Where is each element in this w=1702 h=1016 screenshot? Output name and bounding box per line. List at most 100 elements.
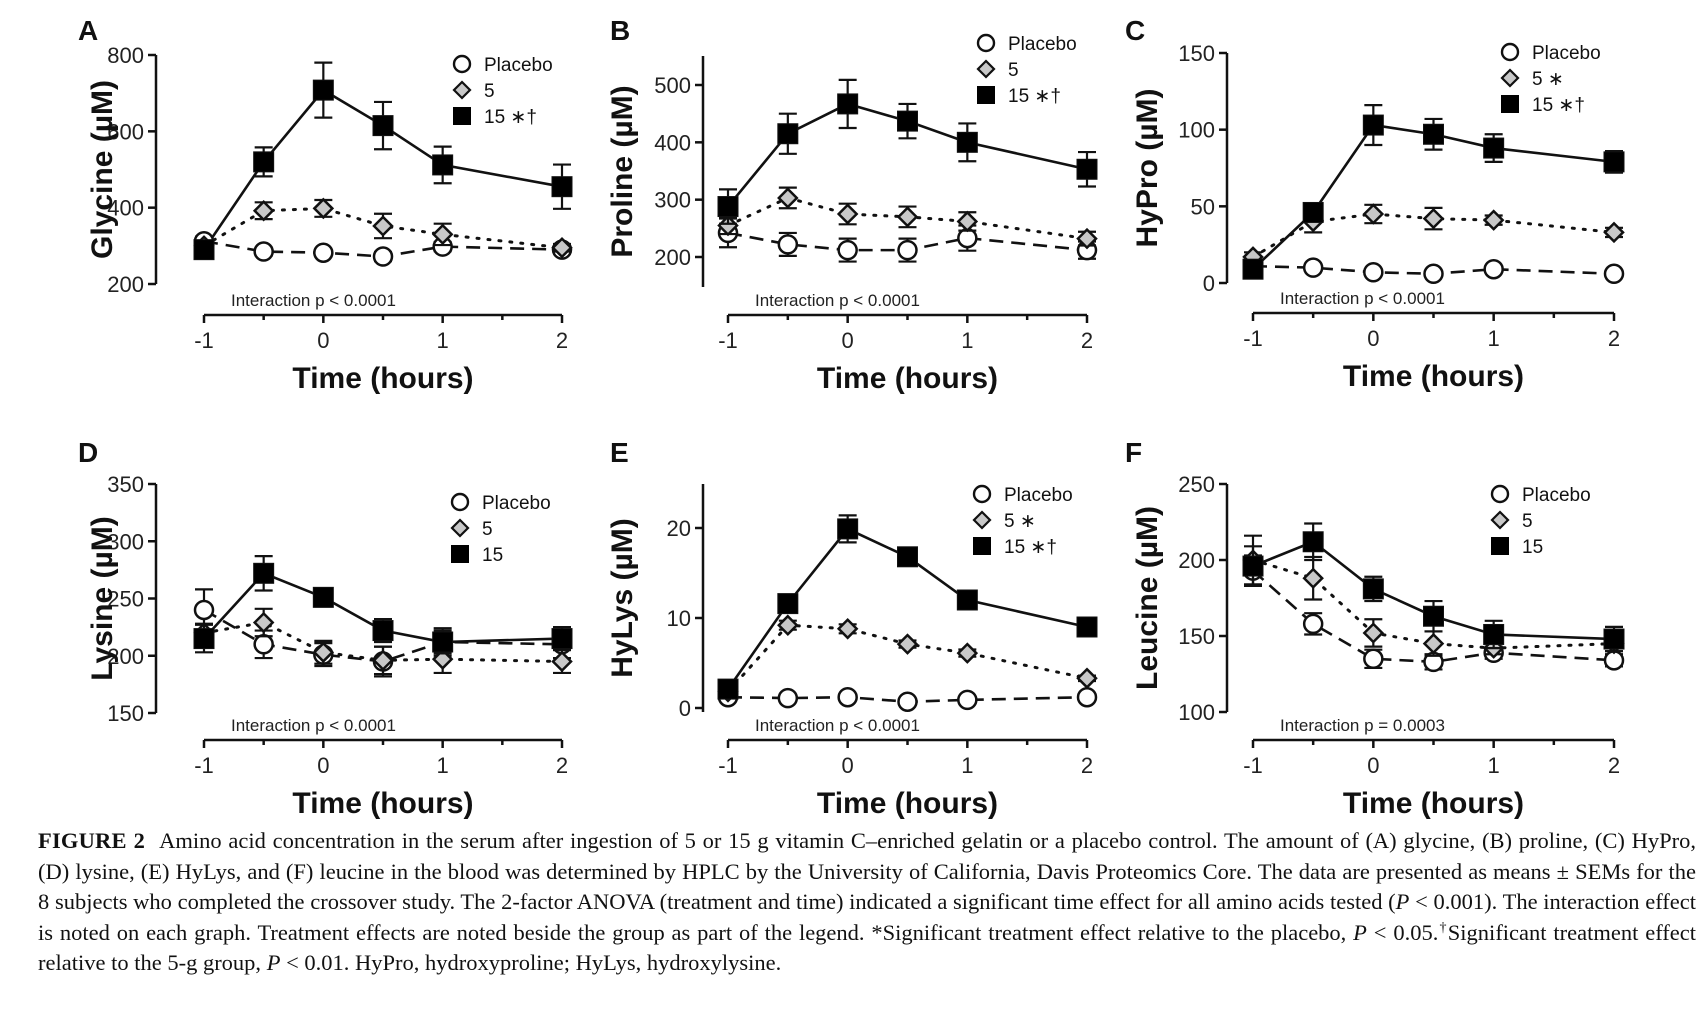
x-axis-label: Time (hours) [292,787,473,820]
series-markers-5 [1242,534,1625,659]
data-point [1363,262,1384,283]
data-point [1423,605,1444,627]
legend-label: Placebo [1008,34,1077,55]
panel-b: B 200 300 400 500 Proline (µM) -1 0 1 2 Time (hour… [606,15,1098,395]
series-15 [203,571,563,644]
series-line [203,571,563,644]
data-point [1482,209,1505,231]
legend-label: 15 ∗† [484,107,537,128]
data-point [837,518,859,540]
series-line [726,102,1088,208]
legend-label: Placebo [1532,43,1601,64]
x-axis-label: Time (hours) [817,362,998,395]
data-point [1302,531,1324,553]
y-tick-label: 150 [107,701,144,726]
data-point [431,648,454,670]
y-axis-label: HyPro (µM) [1131,89,1164,248]
panel-c: C 0 50 100 150 HyPro (µM) -1 0 1 2 Time (hours) Int… [1125,15,1625,393]
data-point [1603,151,1625,173]
y-tick-label: 20 [667,516,691,541]
series-markers-5 [717,614,1098,703]
y-tick-label: 350 [107,472,144,497]
legend-marker-15 [977,86,995,104]
data-point [777,593,799,615]
caption-dagger: † [1438,920,1448,935]
data-point [312,79,334,101]
legend: Placebo 5 15 [1490,484,1591,558]
data-point [1076,158,1098,180]
y-tick-label: 100 [1178,118,1215,143]
legend-marker-15 [1501,95,1519,113]
legend-marker-5 [452,80,472,100]
data-point [1076,616,1098,638]
series-placebo [1252,569,1615,664]
panel-letter: C [1125,15,1145,46]
data-point [551,176,573,198]
series-markers-15 [193,61,573,261]
series-5 [202,206,564,250]
caption-text-3: < 0.05. [1366,919,1439,945]
legend-label: 5 [1522,511,1533,532]
legend-label: 15 [1522,537,1543,558]
caption-p-1: P [1395,889,1410,914]
interaction-annotation: Interaction p < 0.0001 [231,716,396,735]
y-tick-label: 200 [654,245,691,270]
x-tick-label: 1 [437,328,449,353]
x-tick-label: 0 [1367,326,1379,351]
y-tick-label: 300 [107,529,144,554]
series-line [1251,558,1616,650]
figure-caption: FIGURE 2 Amino acid concentration in the … [38,826,1696,979]
data-point [551,628,573,650]
data-point [897,546,918,568]
data-point [253,634,274,655]
data-point [956,131,978,153]
data-point [312,197,335,220]
data-point [777,614,799,636]
data-point [193,628,215,650]
x-tick-label: 2 [556,328,568,353]
x-tick-label: 1 [961,328,973,353]
data-point [897,239,918,261]
legend: Placebo 5 15 ∗† [976,33,1077,107]
caption-p-2: P [1353,919,1367,945]
data-point [432,154,454,176]
data-point [1362,578,1384,600]
data-point [837,239,858,261]
x-tick-label: 0 [317,753,329,778]
series-15 [726,102,1088,208]
data-point [717,214,739,237]
data-point [193,239,215,261]
series-markers-15 [193,555,573,655]
data-point [956,210,979,233]
data-point [372,246,394,267]
y-axis-label: Glycine (µM) [86,80,119,259]
caption-text-4: Significant treatment effect relative to… [38,919,1696,976]
y-tick-label: 10 [667,606,691,631]
x-tick-label: 2 [556,753,568,778]
x-tick-label: 0 [842,328,854,353]
y-tick-label: 800 [107,43,144,68]
data-point [1483,623,1505,645]
data-point [1483,137,1505,159]
legend-label: 15 ∗† [1008,86,1061,107]
legend: Placebo 5 ∗ 15 ∗† [972,484,1073,558]
series-markers-placebo [717,686,1098,712]
y-axis-label: Proline (µM) [606,85,639,257]
data-point [372,215,394,237]
series-markers-placebo [1242,255,1625,285]
data-point [956,642,979,664]
data-point [551,650,573,673]
legend-marker-placebo [1490,484,1510,504]
legend-label: 15 ∗† [1532,95,1585,116]
data-point [896,633,919,655]
y-tick-label: 250 [107,587,144,612]
data-point [1603,221,1625,244]
legend-label: Placebo [1522,485,1591,506]
data-point [372,649,394,672]
data-point [956,589,978,611]
data-point [777,687,799,709]
interaction-annotation: Interaction p < 0.0001 [231,291,396,310]
y-axis-label: Lysine (µM) [86,516,119,681]
legend-marker-placebo [452,54,472,74]
